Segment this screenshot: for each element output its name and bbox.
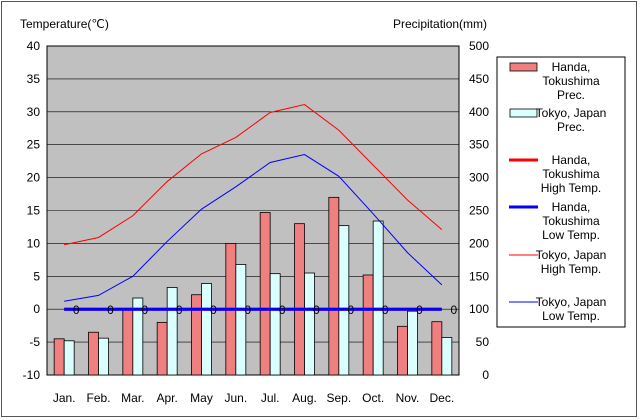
bar-tokyo-prec (201, 283, 212, 376)
y-left-tick-label: 25 (27, 138, 41, 152)
y-right-tick-label: 350 (469, 138, 489, 152)
y-left-tick-label: 5 (33, 269, 40, 283)
right-axis-title: Precipitation(mm) (393, 17, 487, 31)
bar-handa-prec (259, 212, 271, 376)
legend-label: Tokyo, Japan (536, 248, 607, 262)
legend-swatch (509, 62, 538, 72)
legend-swatch (509, 108, 538, 118)
y-right-tick-label: 400 (469, 105, 489, 119)
bar-handa-prec (156, 321, 168, 376)
x-tick-label: Mar. (121, 391, 144, 405)
bar-tokyo-prec (63, 340, 75, 376)
y-right-tick-label: 250 (469, 204, 489, 218)
x-tick-label: Jun. (224, 391, 247, 405)
bar-handa-prec (53, 338, 65, 376)
x-tick-label: Aug. (292, 391, 317, 405)
x-tick-label: Dec. (429, 391, 454, 405)
y-left-tick-label: 15 (27, 204, 41, 218)
y-right-tick-label: 150 (469, 269, 489, 283)
data-label: 0 (382, 303, 389, 317)
bar-handa-prec (362, 274, 374, 376)
y-left-tick-label: 10 (27, 236, 41, 250)
y-left-tick-label: 0 (33, 302, 40, 316)
bar-tokyo-prec (372, 220, 384, 376)
x-tick-label: Jan. (53, 391, 76, 405)
bar-handa-prec (88, 331, 99, 376)
data-label: 0 (107, 303, 114, 317)
y-right-tick-label: 100 (469, 302, 489, 316)
x-tick-label: Sep. (326, 391, 351, 405)
data-label: 0 (210, 303, 217, 317)
legend-label: Handa, (552, 60, 591, 74)
data-label: 0 (73, 303, 80, 317)
x-tick-label: Jul. (261, 391, 280, 405)
left-axis-title: Temperature(℃) (20, 17, 109, 31)
data-label: 0 (347, 303, 354, 317)
data-label: 0 (416, 303, 423, 317)
y-left-tick-label: 40 (27, 39, 41, 53)
line-series-3 (64, 154, 443, 302)
x-tick-label: Feb. (86, 391, 110, 405)
bar-tokyo-prec (441, 337, 453, 376)
bar-handa-prec (294, 223, 305, 376)
legend-label: Low Temp. (542, 309, 600, 323)
bar-tokyo-prec (166, 287, 178, 376)
x-tick-label: Apr. (156, 391, 177, 405)
data-labels: 0 0 0 0 0 0 0 0 0 0 0 0 (73, 303, 458, 317)
bar-tokyo-prec (338, 225, 350, 376)
legend-box (496, 56, 626, 328)
legend-label: High Temp. (541, 181, 601, 195)
bar-tokyo-prec (98, 337, 109, 376)
data-label: 0 (450, 303, 457, 317)
bar-handa-prec (397, 325, 408, 376)
legend-label: Tokushima (542, 74, 600, 88)
y-right-tick-label: 200 (469, 236, 489, 250)
legend-label: Prec. (557, 88, 585, 102)
legend-label: Tokushima (542, 167, 600, 181)
y-right-tick-label: 500 (469, 39, 489, 53)
legend-label: Handa, (552, 153, 591, 167)
legend-label: Tokushima (542, 214, 600, 228)
data-label: 0 (313, 303, 320, 317)
bar-handa-prec (431, 321, 443, 376)
legend-label: Prec. (557, 120, 585, 134)
bar-handa-prec (191, 294, 202, 376)
legend-label: Tokyo, Japan (536, 295, 607, 309)
data-label: 0 (176, 303, 183, 317)
data-label: 0 (244, 303, 251, 317)
data-label: 0 (141, 303, 148, 317)
x-tick-label: Nov. (396, 391, 420, 405)
y-left-tick-label: -10 (23, 368, 41, 382)
lines (64, 104, 443, 311)
y-left-tick-label: 35 (27, 72, 41, 86)
bar-handa-prec (122, 308, 134, 376)
legend-label: Tokyo, Japan (536, 106, 607, 120)
y-right-tick-label: 0 (482, 368, 489, 382)
line-series-2 (64, 104, 443, 246)
bar-tokyo-prec (269, 273, 281, 376)
bar-handa-prec (328, 196, 340, 376)
tick-labels: 4035302520151050-5-105004504003503002502… (23, 39, 490, 405)
bar-tokyo-prec (235, 264, 247, 376)
y-right-tick-label: 450 (469, 72, 489, 86)
y-left-tick-label: 30 (27, 105, 41, 119)
y-left-tick-label: -5 (29, 335, 40, 349)
legend-label: Handa, (552, 200, 591, 214)
bar-tokyo-prec (132, 297, 144, 376)
y-right-tick-label: 50 (476, 335, 490, 349)
y-right-tick-label: 300 (469, 171, 489, 185)
legend-label: Low Temp. (542, 228, 600, 242)
data-label: 0 (279, 303, 286, 317)
y-left-tick-label: 20 (27, 171, 41, 185)
legend-label: High Temp. (541, 262, 601, 276)
bar-tokyo-prec (407, 310, 418, 376)
x-tick-label: Oct. (362, 391, 384, 405)
x-tick-label: May (190, 391, 213, 405)
bars (53, 196, 453, 376)
bar-tokyo-prec (304, 272, 315, 376)
